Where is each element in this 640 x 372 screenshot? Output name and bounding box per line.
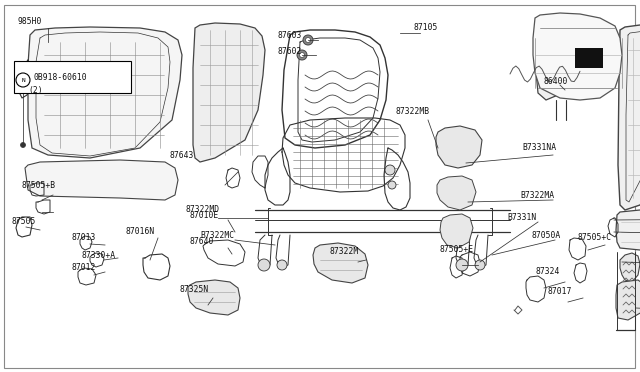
Text: 87050A: 87050A (532, 231, 561, 240)
Polygon shape (436, 126, 482, 168)
Circle shape (385, 165, 395, 175)
Circle shape (297, 50, 307, 60)
Text: 87603: 87603 (278, 31, 302, 39)
Text: 87017: 87017 (548, 288, 572, 296)
Polygon shape (618, 25, 640, 210)
Text: 87640: 87640 (190, 237, 214, 247)
Text: B7331N: B7331N (507, 214, 536, 222)
Text: 87505+C: 87505+C (578, 234, 612, 243)
Circle shape (258, 259, 270, 271)
Circle shape (305, 38, 310, 42)
Text: B7331NA: B7331NA (522, 144, 556, 153)
Circle shape (277, 260, 287, 270)
Text: 87325N: 87325N (180, 285, 209, 295)
Polygon shape (533, 13, 622, 100)
Text: 87013: 87013 (72, 234, 97, 243)
Polygon shape (620, 253, 640, 282)
Text: N: N (21, 77, 25, 83)
Text: B7322MA: B7322MA (520, 190, 554, 199)
Text: 87322MD: 87322MD (185, 205, 219, 215)
Polygon shape (313, 243, 368, 283)
Polygon shape (616, 210, 640, 252)
Text: 87010E: 87010E (190, 211, 220, 219)
Text: 87324: 87324 (535, 267, 559, 276)
Polygon shape (440, 214, 473, 248)
Text: 87322MB: 87322MB (395, 108, 429, 116)
Polygon shape (25, 160, 178, 200)
Polygon shape (28, 27, 182, 158)
Polygon shape (188, 280, 240, 315)
Text: 87505: 87505 (12, 218, 36, 227)
Bar (575, 48, 603, 68)
Polygon shape (616, 280, 640, 320)
FancyBboxPatch shape (14, 61, 131, 93)
Text: 87330+A: 87330+A (82, 250, 116, 260)
Text: B7322MC: B7322MC (200, 231, 234, 240)
Circle shape (20, 142, 26, 148)
Circle shape (303, 35, 313, 45)
Polygon shape (536, 25, 582, 100)
Text: 87105: 87105 (413, 23, 437, 32)
Polygon shape (437, 176, 476, 210)
Text: 0B918-60610: 0B918-60610 (33, 74, 86, 83)
Text: 87012: 87012 (72, 263, 97, 273)
Text: 87016N: 87016N (125, 228, 154, 237)
Circle shape (456, 259, 468, 271)
Text: (2): (2) (28, 86, 43, 94)
Circle shape (16, 73, 30, 87)
Circle shape (388, 181, 396, 189)
Text: 87602: 87602 (278, 48, 302, 57)
Text: 86400: 86400 (543, 77, 568, 87)
Polygon shape (193, 23, 265, 162)
Circle shape (475, 260, 485, 270)
Text: 87505+E: 87505+E (440, 246, 474, 254)
Text: 87505+B: 87505+B (22, 180, 56, 189)
Text: 87322M: 87322M (330, 247, 359, 257)
Circle shape (300, 52, 305, 58)
Text: 87643: 87643 (170, 151, 195, 160)
Text: 985H0: 985H0 (18, 17, 42, 26)
